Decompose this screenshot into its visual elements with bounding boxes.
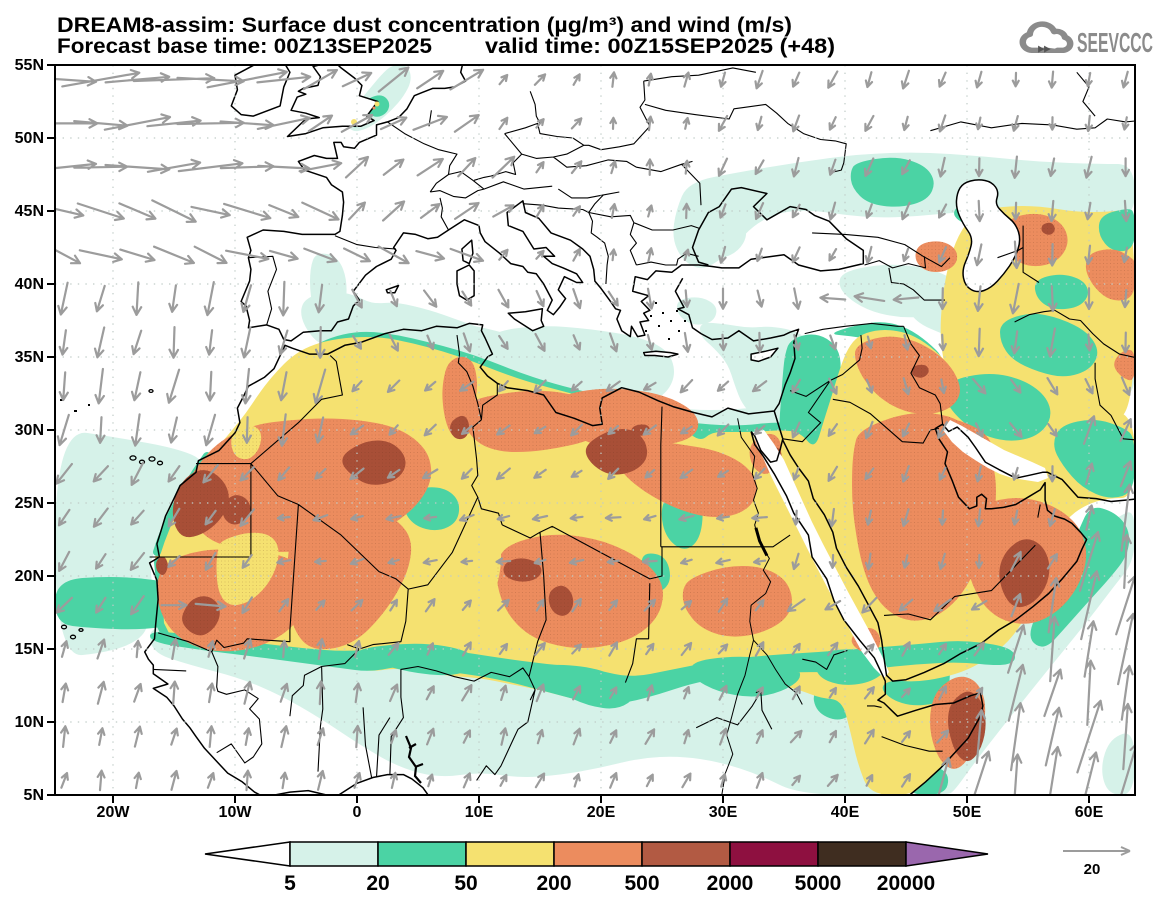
svg-text:20: 20 [1084, 861, 1101, 878]
svg-text:45N: 45N [15, 203, 44, 220]
svg-text:5N: 5N [24, 787, 44, 804]
svg-text:15N: 15N [15, 641, 44, 658]
svg-text:20N: 20N [15, 568, 44, 585]
svg-text:50E: 50E [953, 804, 982, 821]
svg-text:Forecast base time: 00Z13SEP20: Forecast base time: 00Z13SEP2025 [57, 35, 432, 58]
svg-text:50: 50 [454, 872, 477, 895]
svg-text:25N: 25N [15, 495, 44, 512]
svg-text:DREAM8-assim: Surface dust con: DREAM8-assim: Surface dust concentration… [57, 14, 792, 37]
svg-text:50N: 50N [15, 130, 44, 147]
svg-text:SEEVCCC: SEEVCCC [1077, 27, 1153, 58]
svg-text:30N: 30N [15, 422, 44, 439]
svg-text:10W: 10W [219, 804, 253, 821]
svg-text:55N: 55N [15, 57, 44, 74]
svg-text:30E: 30E [709, 804, 738, 821]
svg-text:500: 500 [624, 872, 659, 895]
svg-text:10N: 10N [15, 714, 44, 731]
svg-text:5: 5 [284, 872, 296, 895]
svg-text:valid time: 00Z15SEP2025 (+48): valid time: 00Z15SEP2025 (+48) [485, 35, 835, 58]
svg-text:20W: 20W [97, 804, 131, 821]
svg-text:200: 200 [536, 872, 571, 895]
svg-text:5000: 5000 [795, 872, 842, 895]
svg-text:20E: 20E [587, 804, 616, 821]
svg-text:20: 20 [366, 872, 389, 895]
svg-text:40E: 40E [831, 804, 860, 821]
svg-text:2000: 2000 [707, 872, 754, 895]
svg-text:60E: 60E [1075, 804, 1104, 821]
svg-text:0: 0 [353, 804, 362, 821]
svg-text:35N: 35N [15, 349, 44, 366]
svg-text:20000: 20000 [877, 872, 935, 895]
svg-text:10E: 10E [465, 804, 494, 821]
svg-text:40N: 40N [15, 276, 44, 293]
